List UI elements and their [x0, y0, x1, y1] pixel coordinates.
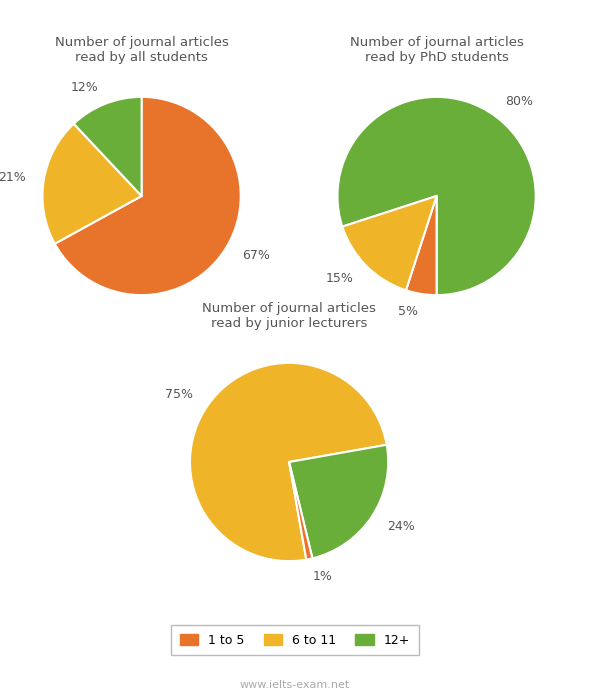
Wedge shape	[42, 124, 142, 244]
Wedge shape	[74, 97, 142, 196]
Title: Number of journal articles
read by all students: Number of journal articles read by all s…	[55, 36, 228, 64]
Wedge shape	[190, 363, 386, 561]
Text: 80%: 80%	[506, 95, 533, 108]
Text: 12%: 12%	[71, 80, 99, 94]
Wedge shape	[342, 196, 437, 290]
Title: Number of journal articles
read by junior lecturers: Number of journal articles read by junio…	[202, 302, 376, 330]
Text: www.ielts-exam.net: www.ielts-exam.net	[240, 680, 350, 689]
Text: 75%: 75%	[165, 389, 194, 401]
Text: 1%: 1%	[313, 570, 333, 583]
Wedge shape	[406, 196, 437, 295]
Wedge shape	[337, 97, 536, 295]
Text: 15%: 15%	[326, 272, 354, 285]
Wedge shape	[289, 444, 388, 559]
Legend: 1 to 5, 6 to 11, 12+: 1 to 5, 6 to 11, 12+	[171, 624, 419, 655]
Text: 24%: 24%	[387, 519, 415, 533]
Wedge shape	[55, 97, 241, 295]
Text: 67%: 67%	[242, 249, 270, 262]
Text: 21%: 21%	[0, 172, 26, 184]
Text: 5%: 5%	[398, 305, 418, 318]
Wedge shape	[289, 462, 313, 559]
Title: Number of journal articles
read by PhD students: Number of journal articles read by PhD s…	[350, 36, 523, 64]
